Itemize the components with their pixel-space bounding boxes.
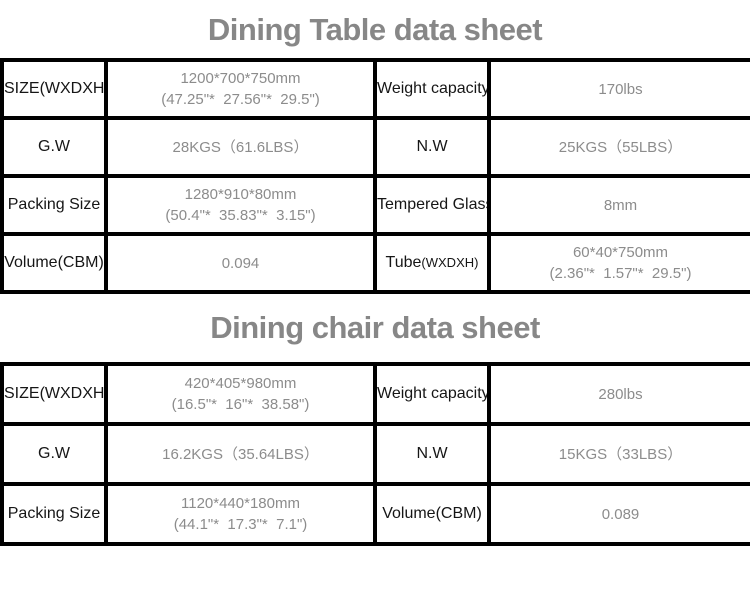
spec-label-suffix: (WXDXH): [421, 255, 479, 270]
spec-value-line2: (16.5"* 16"* 38.58"): [171, 396, 310, 413]
spec-value-line1: 170lbs: [598, 80, 643, 98]
spec-label: Volume(CBM): [4, 254, 104, 271]
table-row: G.W 28KGS（61.6LBS） N.W 25KGS（55LBS）: [0, 116, 750, 178]
spec-value-line1: 1280*910*80mm: [184, 186, 297, 203]
spec-label-cell: G.W: [0, 116, 108, 178]
spec-value-cell: 280lbs: [487, 362, 750, 426]
spec-label-cell: Weight capacity: [373, 58, 491, 120]
spec-value-cell: 28KGS（61.6LBS）: [104, 116, 377, 178]
spec-value-cell: 1120*440*180mm (44.1"* 17.3"* 7.1"): [104, 482, 377, 546]
spec-label: Tempered Glass: [377, 196, 489, 213]
spec-value-line1: 15KGS（33LBS）: [558, 445, 683, 463]
spec-value-line1: 25KGS（55LBS）: [558, 138, 683, 156]
table-row: SIZE(WXDXH) 1200*700*750mm (47.25"* 27.56…: [0, 58, 750, 120]
spec-label-cell: Tempered Glass: [373, 174, 491, 236]
spec-label-cell: G.W: [0, 422, 108, 486]
spec-value-cell: 8mm: [487, 174, 750, 236]
data-sheet-page: Dining Table data sheet SIZE(WXDXH) 1200…: [0, 0, 750, 546]
spec-value-line1: 280lbs: [598, 385, 643, 403]
spec-label: N.W: [416, 445, 448, 462]
spec-label-cell: Tube(WXDXH): [373, 232, 491, 294]
spec-value-line1: 28KGS（61.6LBS）: [172, 138, 309, 156]
spec-label: G.W: [38, 445, 70, 462]
spec-label: N.W: [416, 138, 448, 155]
table-row: Packing Size 1120*440*180mm (44.1"* 17.3"…: [0, 482, 750, 546]
dining-table-spec-table: SIZE(WXDXH) 1200*700*750mm (47.25"* 27.56…: [0, 58, 750, 294]
spec-label: G.W: [38, 138, 70, 155]
spec-label-cell: Packing Size: [0, 174, 108, 236]
dining-table-title: Dining Table data sheet: [207, 12, 543, 47]
spec-label: Weight capacity: [377, 80, 489, 97]
table-row: Packing Size 1280*910*80mm (50.4"* 35.83"…: [0, 174, 750, 236]
dining-table-section: Dining Table data sheet SIZE(WXDXH) 1200…: [0, 0, 750, 294]
spec-label-cell: SIZE(WXDXH): [0, 58, 108, 120]
spec-label-cell: Volume(CBM): [0, 232, 108, 294]
spec-label: Packing Size: [7, 505, 101, 522]
spec-label: Packing Size: [7, 196, 101, 213]
spec-value-line2: (47.25"* 27.56"* 29.5"): [161, 91, 320, 108]
spec-value-line1: 1200*700*750mm: [180, 70, 301, 87]
spec-value-cell: 1280*910*80mm (50.4"* 35.83"* 3.15"): [104, 174, 377, 236]
spec-value-cell: 16.2KGS（35.64LBS）: [104, 422, 377, 486]
spec-value-line1: 1120*440*180mm: [181, 495, 300, 512]
spec-value-line1: 16.2KGS（35.64LBS）: [162, 445, 319, 463]
spec-value-cell: 25KGS（55LBS）: [487, 116, 750, 178]
spec-label-cell: N.W: [373, 116, 491, 178]
spec-value-line1: 8mm: [603, 196, 638, 214]
dining-chair-section: Dining chair data sheet SIZE(WXDXH) 420*…: [0, 294, 750, 546]
spec-value-line2: (2.36"* 1.57"* 29.5"): [549, 265, 692, 282]
spec-label: Tube: [385, 254, 422, 271]
table-row: SIZE(WXDXH) 420*405*980mm (16.5"* 16"* 38…: [0, 362, 750, 426]
spec-label-cell: Weight capacity: [373, 362, 491, 426]
spec-label: SIZE(WXDXH): [4, 385, 106, 402]
spec-label-cell: Packing Size: [0, 482, 108, 546]
spec-label-cell: N.W: [373, 422, 491, 486]
spec-value-cell: 1200*700*750mm (47.25"* 27.56"* 29.5"): [104, 58, 377, 120]
spec-label: SIZE(WXDXH): [4, 80, 106, 97]
spec-value-line2: (50.4"* 35.83"* 3.15"): [165, 207, 316, 224]
spec-value-cell: 60*40*750mm (2.36"* 1.57"* 29.5"): [487, 232, 750, 294]
spec-value-line1: 60*40*750mm: [572, 244, 669, 261]
spec-value-cell: 15KGS（33LBS）: [487, 422, 750, 486]
spec-value-line2: (44.1"* 17.3"* 7.1"): [173, 516, 308, 533]
table-row: Volume(CBM) 0.094 Tube(WXDXH) 60*40*750m…: [0, 232, 750, 294]
spec-label: Volume(CBM): [382, 505, 482, 522]
spec-value-line1: 0.094: [221, 254, 260, 272]
spec-value-cell: 420*405*980mm (16.5"* 16"* 38.58"): [104, 362, 377, 426]
dining-chair-spec-table: SIZE(WXDXH) 420*405*980mm (16.5"* 16"* 38…: [0, 362, 750, 546]
spec-label-cell: SIZE(WXDXH): [0, 362, 108, 426]
spec-value-cell: 170lbs: [487, 58, 750, 120]
spec-label-cell: Volume(CBM): [373, 482, 491, 546]
spec-value-cell: 0.089: [487, 482, 750, 546]
spec-value-cell: 0.094: [104, 232, 377, 294]
dining-chair-title: Dining chair data sheet: [210, 310, 540, 345]
spec-label: Weight capacity: [377, 385, 489, 402]
table-row: G.W 16.2KGS（35.64LBS） N.W 15KGS（33LBS）: [0, 422, 750, 486]
spec-value-line1: 0.089: [601, 505, 640, 523]
spec-value-line1: 420*405*980mm: [184, 375, 297, 392]
